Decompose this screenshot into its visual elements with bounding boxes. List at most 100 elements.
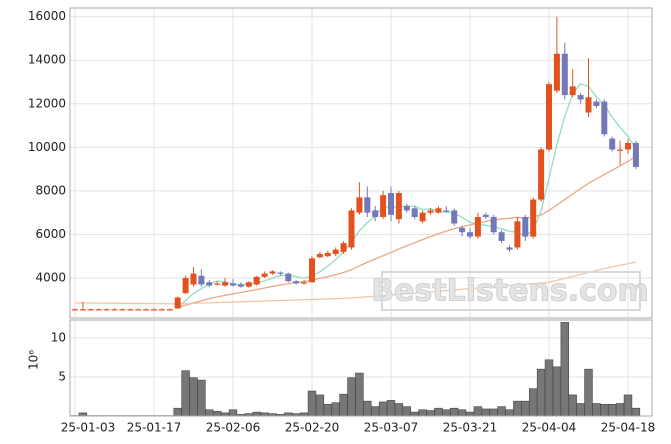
candle-body: [332, 249, 339, 254]
candle-body: [459, 227, 466, 233]
candle-body: [151, 309, 157, 311]
volume-bar: [363, 400, 372, 417]
watermark: BestListens.com: [371, 274, 649, 309]
y-tick-label: 8000: [35, 183, 66, 197]
candle-body: [411, 208, 418, 217]
volume-bar: [552, 366, 562, 417]
volume-bar: [402, 406, 411, 417]
candle-body: [316, 253, 323, 258]
volume-bar: [544, 359, 554, 417]
y-tick-label: 10: [51, 330, 66, 344]
volume-bar: [434, 407, 443, 417]
y-tick-label: 6000: [35, 227, 66, 241]
candle-body: [372, 210, 379, 217]
candle-body: [419, 212, 426, 222]
volume-bar: [457, 409, 467, 417]
volume-bar: [347, 377, 356, 417]
volume-bar: [576, 403, 585, 417]
candle-body: [301, 282, 308, 284]
candle-body: [435, 208, 442, 213]
candle-body: [72, 309, 78, 311]
candle-body: [514, 221, 521, 248]
candle-body: [261, 273, 268, 277]
candle-body: [617, 149, 624, 151]
candle-body: [166, 309, 173, 311]
candle-body: [127, 309, 134, 311]
x-tick-label: 25-03-07: [364, 421, 418, 435]
candle-body: [403, 206, 410, 211]
x-tick-label: 25-04-18: [601, 421, 655, 435]
candle-body: [348, 210, 355, 248]
volume-bar: [228, 409, 238, 417]
volume-bar: [197, 379, 206, 417]
volume-bar: [584, 368, 593, 417]
y-tick-label: 5: [58, 369, 66, 383]
x-tick-label: 25-02-06: [206, 421, 260, 435]
x-tick-label: 25-04-04: [522, 421, 576, 435]
candle-body: [451, 210, 458, 224]
candle-body: [506, 247, 513, 250]
volume-bar: [631, 407, 641, 417]
candle-body: [609, 138, 616, 150]
candle-body: [293, 281, 300, 284]
volume-bar: [410, 411, 419, 417]
y-tick-label: 12000: [28, 96, 66, 110]
candle-body: [474, 216, 481, 237]
volume-frame: [69, 319, 653, 417]
volume-bar: [465, 411, 475, 417]
candle-body: [569, 86, 576, 96]
candle-body: [356, 197, 363, 213]
volume-bar: [173, 407, 182, 417]
volume-bar: [592, 403, 601, 417]
volume-bar: [386, 400, 396, 417]
volume-bar: [418, 409, 427, 417]
volume-bar: [252, 411, 261, 417]
candle-body: [443, 210, 450, 212]
candle-body: [190, 273, 197, 285]
candle-body: [198, 275, 205, 285]
candle-body: [277, 272, 284, 274]
candle-body: [380, 195, 387, 217]
volume-bar: [600, 403, 609, 417]
candle-body: [364, 197, 371, 213]
volume-bar: [205, 409, 214, 417]
volume-bar: [449, 407, 459, 417]
candle-body: [530, 199, 537, 237]
volume-bar: [213, 411, 222, 417]
volume-bar: [355, 372, 364, 417]
volume-bar: [339, 393, 348, 417]
candle-body: [182, 277, 189, 294]
volume-bar: [323, 403, 332, 417]
candle-body: [490, 216, 497, 233]
candle-body: [95, 309, 102, 311]
volume-bar: [181, 370, 190, 417]
volume-bar: [394, 403, 404, 417]
candle-body: [237, 284, 244, 287]
candle-body: [340, 243, 347, 252]
volume-bar: [505, 409, 514, 417]
candle-body: [546, 84, 552, 150]
ma-line: [177, 155, 637, 308]
volume-bar: [607, 403, 617, 417]
candle-body: [585, 97, 592, 113]
candle-body: [482, 214, 489, 217]
candle-body: [427, 210, 434, 213]
candle-body: [87, 309, 94, 311]
candle-body: [601, 101, 608, 135]
candle-body: [135, 309, 142, 311]
ma-line: [75, 261, 637, 305]
candle-body: [625, 142, 631, 150]
y-tick-label: 14000: [28, 53, 66, 67]
candle-body: [245, 282, 252, 287]
candle-body: [395, 193, 402, 220]
volume-bar: [378, 401, 388, 417]
candle-body: [158, 309, 165, 311]
volume-bar: [481, 408, 490, 417]
volume-axis-label: 10⁶: [27, 350, 41, 370]
candle-body: [309, 258, 315, 283]
candle-body: [553, 53, 560, 91]
x-tick-label: 25-01-17: [127, 421, 181, 435]
watermark-box: [381, 271, 641, 311]
candle-body: [111, 309, 118, 311]
x-tick-label: 25-01-03: [61, 421, 115, 435]
